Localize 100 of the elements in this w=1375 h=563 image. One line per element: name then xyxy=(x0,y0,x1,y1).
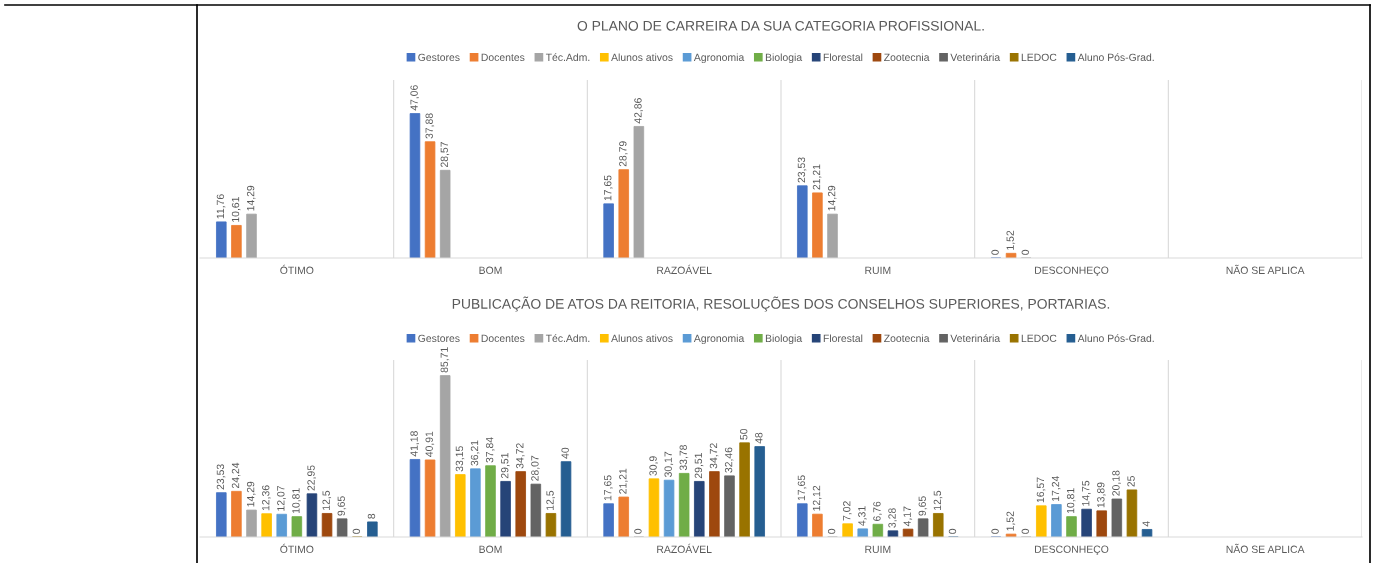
data-label: 48 xyxy=(755,432,763,444)
data-label: 14,75 xyxy=(1082,480,1091,506)
legend-label: Florestal xyxy=(823,334,863,343)
bar xyxy=(842,523,853,537)
x-tick-label: ÓTIMO xyxy=(280,543,314,553)
bar xyxy=(812,192,823,258)
data-label: 9,65 xyxy=(337,496,347,516)
bar xyxy=(827,213,838,258)
data-label: 9,65 xyxy=(918,496,928,516)
bar xyxy=(1051,504,1062,537)
bar xyxy=(1096,510,1107,537)
data-label: 0 xyxy=(948,528,957,534)
data-label: 10,61 xyxy=(231,197,241,222)
data-label: 12,36 xyxy=(262,485,271,511)
bar xyxy=(231,490,242,537)
bar xyxy=(515,471,526,537)
x-tick-label: ÓTIMO xyxy=(280,264,314,274)
legend-label: Aluno Pós-Grad. xyxy=(1077,334,1154,343)
bar xyxy=(485,465,496,537)
data-label: 3,28 xyxy=(888,508,897,528)
bar xyxy=(1066,516,1077,537)
bar xyxy=(694,481,705,537)
bar xyxy=(261,513,272,537)
data-label: 33,78 xyxy=(679,445,689,471)
legend-label: Téc.Adm. xyxy=(545,53,590,62)
data-label: 30,17 xyxy=(664,451,674,478)
bar xyxy=(455,474,466,537)
data-label: 14,29 xyxy=(246,185,256,211)
bar xyxy=(618,169,629,258)
data-label: 50 xyxy=(740,428,748,440)
bar xyxy=(603,203,614,258)
data-label: 32,46 xyxy=(724,447,734,473)
data-label: 30,9 xyxy=(649,456,658,476)
bar xyxy=(1005,533,1017,537)
data-label: 17,65 xyxy=(797,475,807,501)
chart-title: PUBLICAÇÃO DE ATOS DA REITORIA, RESOLUÇÕES DOS CONSELHOS SUPERIORES, PORTARIAS. xyxy=(452,296,1110,312)
bar xyxy=(618,496,629,537)
bar xyxy=(917,518,929,537)
legend-label: Alunos ativos xyxy=(611,53,673,62)
legend-label: Docentes xyxy=(481,53,525,62)
data-label: 33,15 xyxy=(455,446,465,472)
legend-label: Veterinária xyxy=(950,334,1001,343)
data-label: 13,89 xyxy=(1097,482,1106,508)
data-label: 0 xyxy=(634,528,642,534)
legend-label: LEDOC xyxy=(1021,53,1057,62)
bar xyxy=(560,461,572,537)
data-label: 4,31 xyxy=(858,506,867,526)
bar xyxy=(424,141,436,258)
legend-label: Agronomia xyxy=(693,334,745,345)
x-tick-label: NÃO SE APLICA xyxy=(1226,543,1305,553)
data-label: 17,24 xyxy=(1051,476,1061,501)
legend-label: Biologia xyxy=(765,53,803,64)
x-tick-label: DESCONHEÇO xyxy=(1035,266,1109,277)
data-label: 34,72 xyxy=(516,443,525,469)
x-tick-label: DESCONHEÇO xyxy=(1035,545,1109,556)
bar xyxy=(276,513,287,537)
data-label: 20,18 xyxy=(1112,470,1121,496)
bar xyxy=(797,503,808,537)
data-label: 23,53 xyxy=(797,157,807,183)
bar xyxy=(709,471,720,537)
data-label: 10,81 xyxy=(292,488,301,514)
bar xyxy=(231,225,242,258)
data-label: 8 xyxy=(367,513,376,519)
x-tick-label: RAZOÁVEL xyxy=(657,543,712,553)
data-label: 1,52 xyxy=(1006,511,1016,531)
bar xyxy=(812,513,823,537)
data-label: 12,5 xyxy=(322,490,332,510)
legend-label: Alunos ativos xyxy=(611,334,673,343)
data-label: 37,88 xyxy=(425,113,435,139)
data-label: 47,06 xyxy=(410,85,419,111)
legend-label: Veterinária xyxy=(950,53,1001,62)
bar xyxy=(439,169,451,258)
bar xyxy=(470,468,481,537)
legend-label: Gestores xyxy=(418,334,460,343)
data-label: 21,21 xyxy=(619,468,628,494)
data-label: 0 xyxy=(1021,249,1029,255)
data-label: 28,79 xyxy=(619,141,628,167)
bar xyxy=(857,528,868,537)
bar xyxy=(633,126,645,258)
data-label: 4,17 xyxy=(903,506,913,527)
data-label: 24,24 xyxy=(231,462,241,489)
bar xyxy=(797,185,808,258)
bar xyxy=(739,442,750,537)
x-tick-label: RAZOÁVEL xyxy=(657,264,712,274)
legend-label: Téc.Adm. xyxy=(545,334,590,343)
data-label: 28,57 xyxy=(440,142,450,168)
bar xyxy=(887,530,899,537)
bar xyxy=(1081,508,1092,537)
x-tick-label: BOM xyxy=(479,545,502,553)
data-label: 23,53 xyxy=(216,464,226,490)
bar xyxy=(216,492,227,537)
bar xyxy=(306,493,318,537)
bar xyxy=(545,513,557,537)
bar xyxy=(648,478,660,537)
bar xyxy=(439,375,451,537)
bar xyxy=(754,446,765,537)
data-label: 14,29 xyxy=(246,481,256,507)
legend-label: Gestores xyxy=(418,53,460,62)
data-label: 17,65 xyxy=(604,175,613,201)
bar xyxy=(246,509,257,537)
